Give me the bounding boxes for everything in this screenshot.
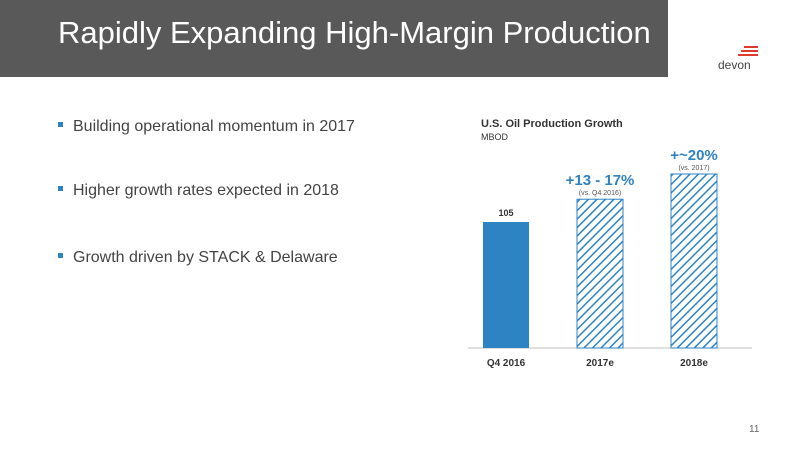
bullet-square-icon [58, 186, 63, 192]
bullet-text: Growth driven by STACK & Delaware [73, 249, 338, 266]
devon-logo: devon [718, 46, 768, 72]
growth-annotation: +~20% [670, 147, 718, 164]
bullet-square-icon [58, 122, 63, 128]
bullet-item: Growth driven by STACK & Delaware [58, 249, 338, 267]
bullet-text: Higher growth rates expected in 2018 [73, 182, 339, 199]
bullet-text: Building operational momentum in 2017 [73, 118, 355, 135]
growth-annotation: +13 - 17% [566, 172, 635, 189]
x-tick-label: 2017e [586, 358, 614, 369]
bullet-item: Building operational momentum in 2017 [58, 118, 355, 136]
x-tick-label: Q4 2016 [487, 358, 526, 369]
bullet-item: Higher growth rates expected in 2018 [58, 182, 339, 200]
growth-annotation-subtext: (vs. Q4 2016) [579, 190, 621, 197]
data-label: 105 [498, 208, 513, 218]
bar-chart: Q4 2016 105 2017e +13 - 17%(vs. Q4 2016) 201… [468, 147, 752, 369]
chart-title: U.S. Oil Production Growth [481, 118, 623, 130]
logo-text: devon [718, 58, 751, 72]
bar-q4-2016 [483, 222, 529, 348]
title-bar: Rapidly Expanding High-Margin Production [0, 0, 668, 77]
chart-unit-label: MBOD [481, 132, 508, 142]
x-tick-label: 2018e [680, 358, 708, 369]
bar-2017e [576, 198, 624, 349]
logo-mark-icon [738, 46, 758, 56]
slide-title: Rapidly Expanding High-Margin Production [58, 15, 651, 50]
bar-2018e [670, 173, 718, 349]
growth-annotation-subtext: (vs. 2017) [678, 165, 709, 172]
bullet-square-icon [58, 253, 63, 259]
page-number: 11 [749, 424, 760, 435]
